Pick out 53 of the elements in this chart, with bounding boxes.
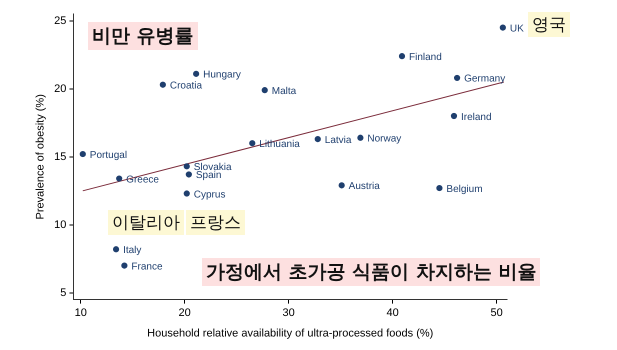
data-label: Hungary (203, 70, 241, 81)
data-label: Greece (126, 174, 160, 186)
point (338, 182, 345, 188)
y-tick-label: 10 (54, 218, 66, 231)
point (121, 262, 128, 269)
x-axis-title: Household relative availability of ultra-processed foods (%) (147, 327, 434, 340)
x-tick-label: 50 (490, 307, 503, 320)
point (160, 82, 166, 88)
annotation: 비만 유병률 (88, 22, 198, 50)
data-label: Ireland (460, 112, 492, 123)
x-tick-label: 30 (282, 307, 295, 320)
point (193, 70, 200, 77)
text: 영국 (528, 12, 570, 37)
data-label: Latvia (324, 134, 352, 146)
data-label: Croatia (170, 80, 203, 92)
data-label: Cyprus (194, 189, 226, 200)
point (184, 163, 190, 170)
x-tick-label: 40 (386, 307, 399, 320)
y-axis-title: Prevalence of obesity (%) (34, 94, 47, 220)
point (454, 74, 460, 82)
point (186, 171, 192, 178)
annotation: 이탈리아 (108, 210, 184, 235)
point (80, 150, 86, 158)
point (357, 134, 364, 141)
data-label: Malta (272, 86, 297, 97)
y-tick-label: 25 (54, 14, 66, 27)
data-label: Portugal (90, 150, 128, 161)
point (249, 140, 256, 146)
data-label: Lithuania (259, 138, 300, 150)
point (450, 112, 458, 120)
x-tick-label: 20 (178, 307, 191, 320)
data-label: Belgium (446, 184, 483, 195)
x-tick-label: 10 (74, 307, 87, 320)
point (500, 24, 506, 31)
point (436, 184, 443, 192)
data-label: UK (510, 23, 524, 34)
data-label: Norway (367, 134, 402, 145)
data-label: Germany (464, 74, 506, 85)
y-tick-label: 20 (54, 82, 66, 95)
point (262, 87, 268, 94)
point (398, 53, 406, 60)
data-label: France (131, 261, 163, 272)
y-tick-label: 5 (60, 286, 66, 299)
point (314, 136, 321, 142)
annotation: 프랑스 (186, 210, 245, 235)
y-tick-label: 15 (54, 150, 66, 163)
point (184, 190, 190, 197)
data-label: Italy (123, 245, 142, 256)
data-label: Finland (408, 52, 442, 63)
data-label: Austria (348, 181, 380, 192)
point (112, 246, 120, 252)
annotation: 가정에서 초가공 식품이 차지하는 비율 (202, 258, 540, 286)
point (116, 175, 122, 182)
